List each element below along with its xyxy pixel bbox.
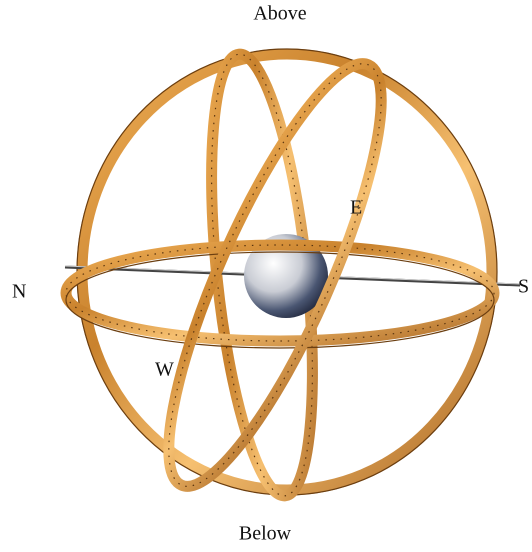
label-below: Below [239,523,292,545]
label-east: E [350,197,362,219]
ring-rivets [65,244,495,342]
ring-rivets [168,63,382,487]
label-south: S [518,276,529,298]
label-above: Above [253,3,306,25]
front-rings [60,58,500,492]
central-globe [244,234,328,318]
ring-edge [65,251,495,349]
label-north: N [12,281,26,303]
label-west: W [155,359,174,381]
